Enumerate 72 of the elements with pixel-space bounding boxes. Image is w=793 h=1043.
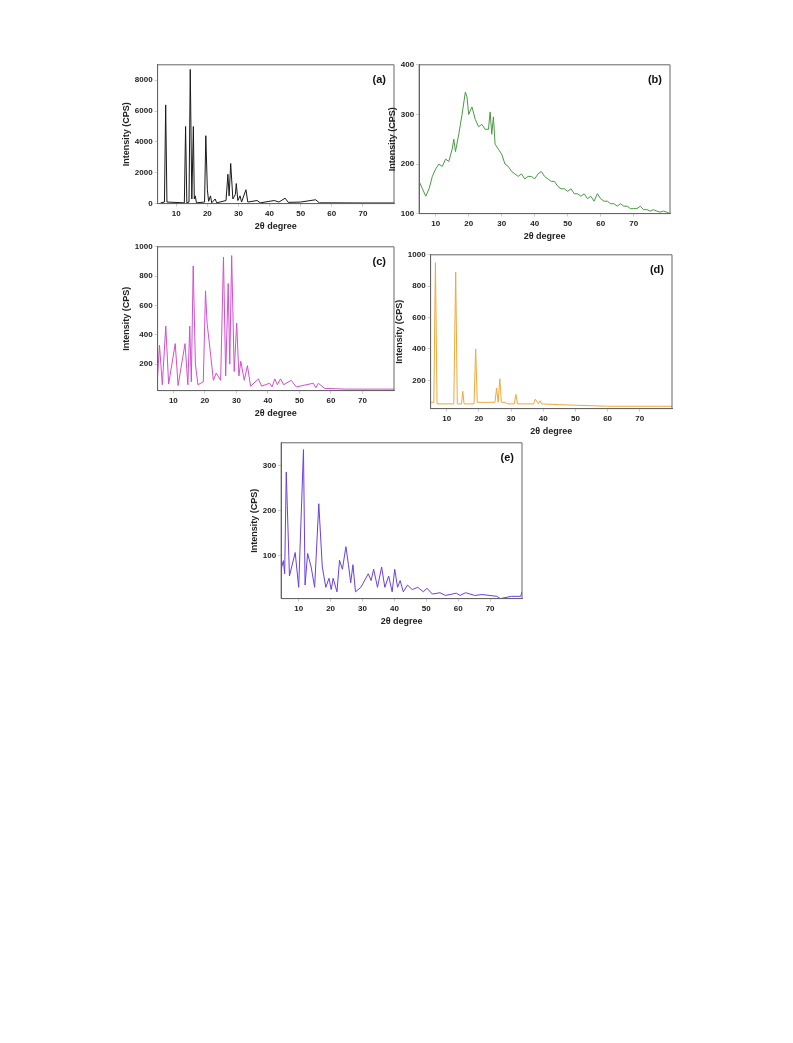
y-tick-label: 0 xyxy=(148,198,154,208)
annotation: (b) xyxy=(647,73,663,86)
x-tick-label: 40 xyxy=(538,413,549,423)
y-tick-label: 1000 xyxy=(134,242,154,251)
y-tick-label: 800 xyxy=(412,281,427,291)
x-tick-label: 40 xyxy=(530,218,540,228)
y-tick-label: 300 xyxy=(400,109,415,119)
y-axis-title: Intensity (CPS) xyxy=(120,286,131,351)
x-tick-label: 30 xyxy=(231,395,242,405)
x-axis-title: 2θ degree xyxy=(254,221,297,232)
x-tick-label: 50 xyxy=(296,208,306,218)
x-tick-label: 10 xyxy=(442,413,452,423)
x-tick-label: 20 xyxy=(326,603,336,613)
x-tick-label: 70 xyxy=(358,395,368,405)
y-axis-title: Intensity (CPS) xyxy=(386,107,397,172)
x-tick-label: 20 xyxy=(464,218,474,228)
x-tick-label: 40 xyxy=(265,208,275,218)
y-tick-label: 6000 xyxy=(134,106,154,116)
x-tick-label: 60 xyxy=(596,218,606,228)
y-tick-label: 600 xyxy=(139,300,154,310)
x-tick-label: 50 xyxy=(570,413,581,423)
x-tick-label: 70 xyxy=(358,208,368,218)
x-tick-label: 70 xyxy=(635,413,645,423)
y-tick-label: 400 xyxy=(400,60,415,69)
y-tick-label: 100 xyxy=(400,208,415,218)
y-tick-label: 200 xyxy=(139,359,154,369)
y-tick-label: 800 xyxy=(139,271,154,281)
x-tick-label: 70 xyxy=(485,603,496,613)
x-tick-label: 20 xyxy=(474,413,484,423)
y-tick-label: 400 xyxy=(412,344,427,354)
x-tick-label: 40 xyxy=(263,395,273,405)
annotation: (e) xyxy=(500,451,515,464)
y-tick-label: 200 xyxy=(262,505,277,515)
x-tick-label: 60 xyxy=(326,395,336,405)
y-tick-label: 100 xyxy=(262,550,277,560)
y-tick-label: 600 xyxy=(412,312,427,322)
x-tick-label: 60 xyxy=(327,208,337,218)
y-tick-label: 300 xyxy=(262,460,277,470)
x-tick-label: 60 xyxy=(453,603,464,613)
x-tick-label: 10 xyxy=(431,218,441,228)
y-tick-label: 8000 xyxy=(134,75,154,85)
annotation: (c) xyxy=(372,255,387,268)
y-tick-label: 2000 xyxy=(134,167,154,177)
y-tick-label: 400 xyxy=(139,330,154,340)
x-axis-title: 2θ degree xyxy=(523,231,566,242)
x-tick-label: 10 xyxy=(171,208,182,218)
y-axis-title: Intensity (CPS) xyxy=(120,102,131,167)
x-tick-label: 50 xyxy=(294,395,305,405)
x-tick-label: 70 xyxy=(629,218,639,228)
annotation: (a) xyxy=(372,73,387,86)
x-tick-label: 40 xyxy=(389,603,400,613)
x-tick-label: 30 xyxy=(497,218,507,228)
x-tick-label: 50 xyxy=(563,218,573,228)
x-tick-label: 30 xyxy=(358,603,368,613)
y-tick-label: 4000 xyxy=(134,137,154,147)
x-tick-label: 20 xyxy=(200,395,210,405)
x-tick-label: 20 xyxy=(202,208,213,218)
annotation: (d) xyxy=(649,263,665,276)
x-tick-label: 50 xyxy=(421,603,432,613)
y-tick-label: 200 xyxy=(400,159,415,169)
x-tick-label: 30 xyxy=(234,208,244,218)
x-axis-title: 2θ degree xyxy=(530,426,573,437)
x-tick-label: 60 xyxy=(603,413,613,423)
y-tick-label: 1000 xyxy=(407,250,427,259)
y-tick-label: 200 xyxy=(412,375,427,385)
x-tick-label: 10 xyxy=(294,603,304,613)
x-axis-title: 2θ degree xyxy=(380,616,423,627)
x-axis-title: 2θ degree xyxy=(254,408,297,419)
x-tick-label: 10 xyxy=(168,395,179,405)
y-axis-title: Intensity (CPS) xyxy=(393,299,404,364)
y-axis-title: Intensity (CPS) xyxy=(248,488,259,553)
x-tick-label: 30 xyxy=(506,413,517,423)
